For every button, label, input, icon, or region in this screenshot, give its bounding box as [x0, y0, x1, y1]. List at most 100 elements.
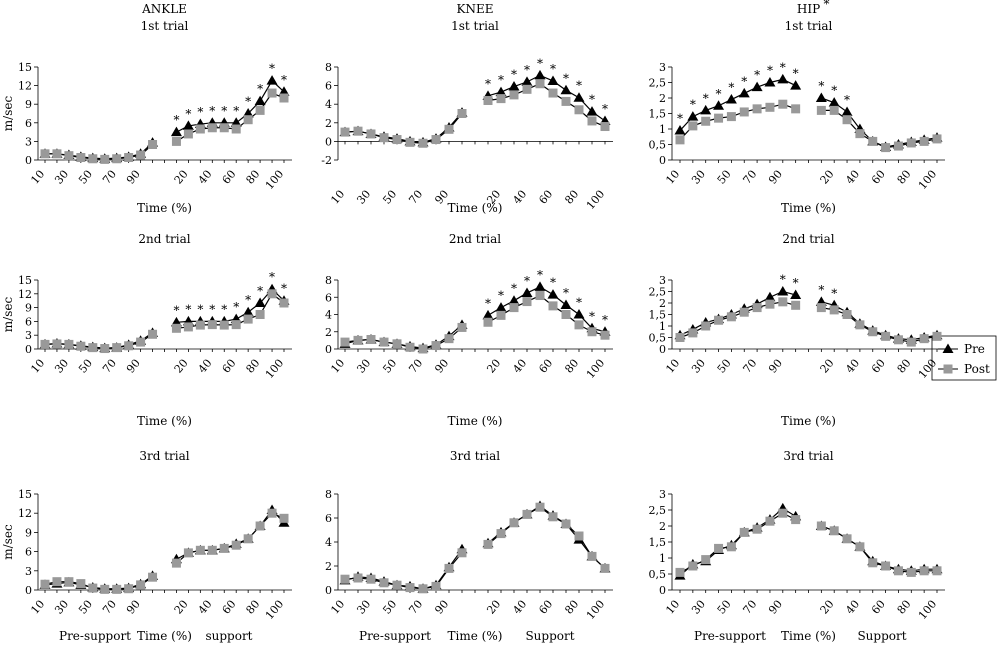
- significance-mark: *: [269, 270, 275, 284]
- point-square: [778, 297, 788, 307]
- point-square: [231, 320, 241, 330]
- significance-mark: *: [780, 273, 786, 287]
- point-square: [778, 99, 788, 109]
- point-square: [574, 531, 584, 541]
- point-square: [881, 561, 891, 571]
- series-line: [344, 83, 606, 144]
- point-square: [868, 136, 878, 146]
- point-square: [124, 153, 134, 163]
- significance-mark: *: [767, 64, 773, 78]
- point-square: [829, 305, 839, 315]
- x-tick-label: 50: [715, 598, 734, 617]
- point-triangle: [521, 287, 533, 297]
- point-square: [535, 291, 545, 301]
- point-square: [136, 337, 146, 347]
- x-tick-label: 30: [52, 598, 71, 617]
- point-square: [40, 339, 50, 349]
- point-triangle: [751, 81, 763, 92]
- significance-mark: *: [485, 77, 491, 91]
- point-square: [919, 334, 929, 344]
- point-triangle: [242, 306, 254, 317]
- point-square: [405, 137, 415, 147]
- x-tick-label: 40: [510, 188, 529, 207]
- x-tick-label: 10: [663, 598, 682, 617]
- point-square: [765, 102, 775, 112]
- point-square: [267, 88, 277, 98]
- significance-mark: *: [245, 293, 251, 307]
- y-tick-label: 2,5: [649, 504, 667, 517]
- point-triangle: [764, 77, 776, 87]
- point-square: [587, 116, 597, 126]
- x-tick-label: 60: [869, 598, 888, 617]
- point-square: [219, 123, 229, 133]
- point-square: [148, 329, 158, 339]
- point-square: [100, 584, 110, 594]
- x-tick-label: 60: [220, 598, 239, 617]
- significance-mark: *: [793, 67, 799, 81]
- y-tick-label: 9: [25, 526, 32, 539]
- point-square: [40, 149, 50, 159]
- y-tick-label: 9: [25, 98, 32, 111]
- x-tick-label: 80: [243, 598, 262, 617]
- significance-mark: *: [197, 105, 203, 119]
- x-tick-label: 100: [916, 598, 939, 622]
- y-tick-label: 15: [18, 488, 32, 501]
- point-square: [496, 529, 506, 539]
- point-square: [207, 545, 217, 555]
- y-tick-label: 3: [25, 329, 32, 342]
- x-tick-label: 30: [354, 598, 373, 617]
- x-tick-label: 70: [740, 168, 759, 187]
- y-tick-label: 0: [659, 584, 666, 597]
- point-square: [76, 579, 86, 589]
- y-tick-label: 6: [325, 80, 332, 93]
- y-tick-label: 3: [25, 135, 32, 148]
- point-square: [379, 337, 389, 347]
- point-square: [701, 116, 711, 126]
- point-triangle: [547, 289, 559, 299]
- x-tick-label: 100: [263, 357, 286, 381]
- point-square: [255, 105, 265, 115]
- significance-mark: *: [690, 98, 696, 112]
- x-tick-label: 20: [172, 168, 191, 187]
- point-square: [379, 133, 389, 143]
- point-triangle: [790, 80, 802, 90]
- series-line: [679, 290, 938, 341]
- point-triangle: [586, 106, 598, 116]
- x-tick-label: 60: [536, 188, 555, 207]
- y-tick-label: 0: [325, 584, 332, 597]
- point-square: [431, 135, 441, 145]
- x-tick-label: 100: [584, 357, 607, 381]
- point-square: [52, 149, 62, 159]
- point-square: [906, 138, 916, 148]
- y-tick-label: 2: [659, 92, 666, 105]
- point-square: [52, 339, 62, 349]
- x-tick-label: 40: [843, 357, 862, 376]
- x-tick-label: 30: [689, 598, 708, 617]
- point-square: [366, 574, 376, 584]
- point-square: [816, 105, 826, 115]
- point-square: [444, 563, 454, 573]
- point-square: [919, 566, 929, 576]
- y-tick-label: 2,5: [649, 77, 667, 90]
- significance-mark: *: [703, 91, 709, 105]
- x-tick-label: 20: [484, 357, 503, 376]
- y-tick-label: 1: [659, 123, 666, 136]
- point-square: [267, 289, 277, 299]
- point-square: [243, 314, 253, 324]
- point-square: [739, 527, 749, 537]
- significance-mark: *: [818, 283, 824, 297]
- x-tick-label: 60: [869, 168, 888, 187]
- y-tick-label: 12: [18, 288, 32, 301]
- y-tick-label: 3: [659, 274, 666, 287]
- significance-mark: *: [185, 107, 191, 121]
- point-triangle: [790, 289, 802, 299]
- x-tick-label: 90: [124, 598, 143, 617]
- point-square: [231, 540, 241, 550]
- significance-mark: *: [498, 73, 504, 87]
- point-square: [778, 508, 788, 518]
- x-axis-label: Time (%): [137, 201, 192, 215]
- point-square: [688, 561, 698, 571]
- y-tick-label: 0: [25, 154, 32, 167]
- point-square: [124, 584, 134, 594]
- y-tick-label: 4: [325, 309, 332, 322]
